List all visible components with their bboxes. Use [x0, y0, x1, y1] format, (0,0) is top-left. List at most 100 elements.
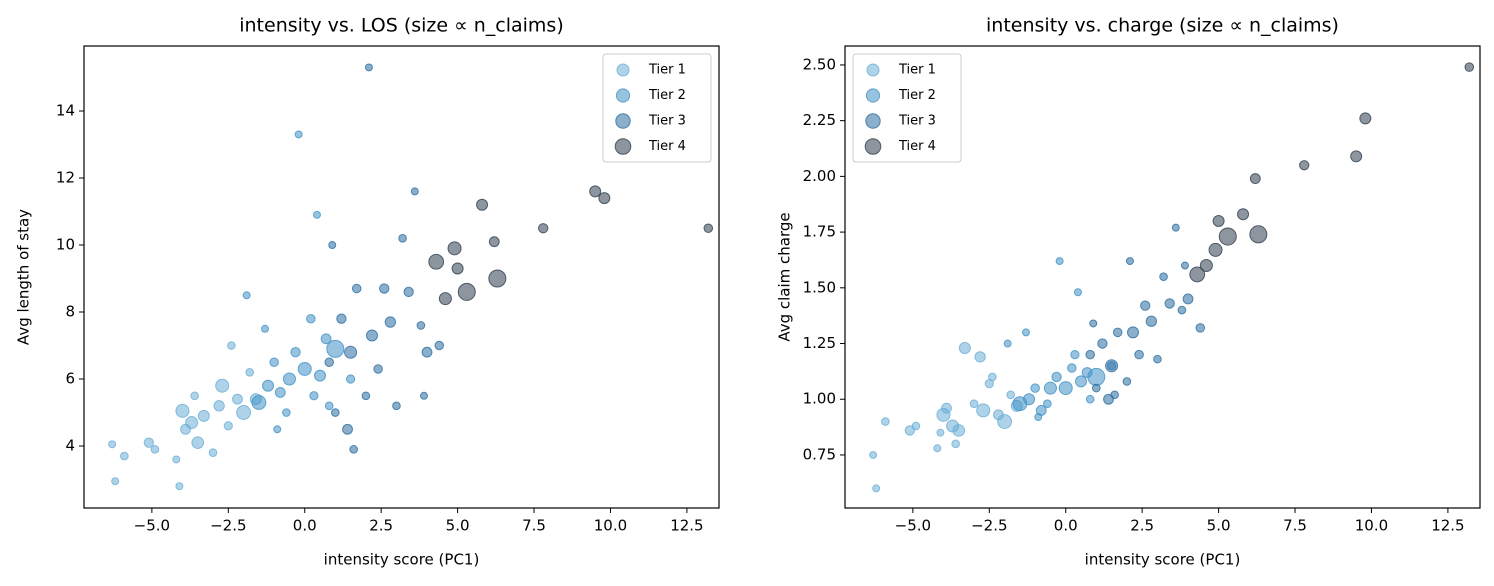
scatter-point: [988, 372, 997, 382]
legend-label: Tier 4: [648, 139, 686, 154]
scatter-point: [309, 391, 319, 401]
x-tick-label: −2.5: [210, 517, 246, 535]
scatter-point: [1177, 305, 1187, 315]
scatter-point: [1299, 160, 1310, 171]
scatter-point: [428, 253, 445, 270]
scatter-point: [911, 421, 921, 431]
scatter-point: [120, 451, 129, 461]
scatter-point: [997, 414, 1013, 429]
scatter-point: [297, 361, 312, 376]
scatter-point: [143, 437, 154, 448]
scatter-point: [881, 417, 890, 426]
scatter-point: [1171, 223, 1180, 232]
scatter-point: [306, 313, 316, 324]
x-tick-label: −5.0: [134, 517, 170, 535]
y-axis-label: Avg claim charge: [776, 212, 794, 341]
scatter-point: [223, 421, 233, 431]
scatter-point: [185, 416, 199, 430]
y-tick-label: 1.50: [803, 278, 836, 296]
scatter-point: [1112, 327, 1123, 338]
scatter-point: [215, 378, 230, 393]
scatter-point: [416, 321, 426, 330]
scatter-point: [175, 403, 190, 418]
scatter-point: [1359, 112, 1372, 125]
scatter-point: [1159, 272, 1168, 281]
scatter-point: [869, 450, 878, 459]
scatter-point: [191, 436, 205, 449]
scatter-point: [1067, 363, 1077, 373]
scatter-point: [703, 223, 714, 234]
scatter-point: [282, 372, 296, 386]
scatter-point: [488, 236, 500, 248]
scatter-point: [1058, 381, 1073, 396]
scatter-point: [261, 324, 269, 333]
axes-frame: [83, 45, 720, 509]
scatter-point: [451, 262, 464, 275]
scatter-point: [251, 395, 267, 410]
scatter-point: [1249, 173, 1261, 185]
scatter-point: [379, 283, 390, 294]
scatter-point: [1006, 390, 1016, 400]
scatter-point: [294, 130, 303, 139]
scatter-point: [290, 347, 301, 358]
scatter-point: [328, 241, 337, 249]
scatter-point: [434, 340, 445, 351]
scatter-point: [344, 345, 358, 359]
scatter-point: [373, 364, 383, 374]
scatter-point: [421, 346, 433, 358]
x-axis-label: intensity score (PC1): [1085, 551, 1241, 569]
scatter-point: [1237, 208, 1250, 221]
scatter-point: [351, 283, 362, 294]
scatter-point: [1023, 393, 1036, 406]
scatter-point: [336, 313, 347, 324]
scatter-point: [208, 448, 218, 458]
legend-box: [852, 53, 962, 163]
chart-title: intensity vs. charge (size ∝ n_claims): [986, 15, 1339, 37]
scatter-point: [273, 425, 282, 434]
legend-label: Tier 3: [648, 114, 686, 129]
scatter-point: [598, 192, 611, 205]
scatter-point: [1055, 257, 1064, 266]
scatter-point: [1218, 227, 1237, 246]
scatter-point: [384, 316, 397, 328]
scatter-point: [1105, 359, 1119, 373]
scatter-point: [1180, 261, 1189, 270]
scatter-point: [364, 63, 373, 72]
scatter-point: [361, 391, 371, 401]
scatter-point: [312, 210, 321, 219]
legend-marker: [615, 88, 631, 103]
scatter-point: [1125, 257, 1134, 266]
y-tick-label: 2.00: [803, 167, 836, 185]
scatter-point: [1030, 383, 1040, 393]
y-tick-label: 1.00: [803, 390, 836, 408]
scatter-point: [330, 408, 340, 417]
y-tick-label: 1.25: [803, 334, 836, 352]
scatter-point: [1164, 298, 1175, 309]
scatter-point: [236, 405, 252, 420]
y-tick-label: 6: [65, 370, 75, 388]
y-tick-label: 8: [65, 303, 75, 321]
scatter-point: [1043, 381, 1057, 395]
scatter-point: [349, 445, 358, 454]
scatter-point: [1350, 150, 1363, 163]
x-tick-label: 12.5: [670, 517, 703, 535]
legend-marker: [615, 113, 631, 129]
x-tick-label: 5.0: [446, 517, 470, 535]
subplot: −5.0 −2.5 0.0 2.5 5.0 7.5 10.0 12.5 4 6 8 10 12 14 int…: [15, 15, 720, 569]
legend-label: Tier 2: [648, 88, 686, 103]
scatter-point: [403, 286, 414, 298]
y-tick-label: 0.75: [803, 445, 836, 463]
x-tick-label: 12.5: [1431, 517, 1464, 535]
scatter-point: [488, 269, 507, 288]
scatter-point: [111, 477, 120, 486]
scatter-point: [1085, 394, 1095, 404]
scatter-point: [274, 386, 286, 398]
scatter-point: [269, 357, 279, 368]
legend-marker: [864, 138, 882, 155]
scatter-point: [1208, 242, 1223, 257]
scatter-point: [1153, 354, 1162, 364]
scatter-point: [232, 393, 243, 405]
legend-label: Tier 1: [898, 63, 936, 78]
scatter-point: [1140, 300, 1151, 311]
scatter-point: [324, 357, 334, 368]
